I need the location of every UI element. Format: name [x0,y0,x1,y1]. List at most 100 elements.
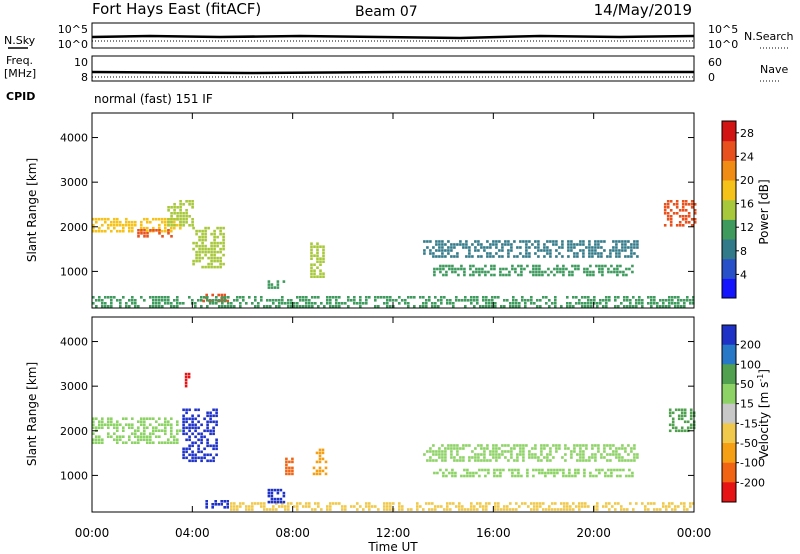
power-colorbar-swatch [722,278,736,299]
power-region-6 [267,280,286,289]
velocity-colorbar-tick-label: -50 [740,437,758,450]
velocity-colorbar-swatch [722,423,736,444]
power-y-tick-label: 3000 [60,176,88,189]
power-colorbar-frame [721,120,737,299]
velocity-region-8 [423,444,639,462]
power-y-tick-label: 2000 [60,221,88,234]
power-colorbar-tick-label: 8 [740,245,747,258]
power-region-9 [433,264,634,277]
velocity-colorbar-swatch [722,384,736,405]
x-tick-label: 20:00 [576,526,611,540]
velocity-colorbar-swatch [722,443,736,464]
power-colorbar-swatch [722,121,736,142]
freq-panel [91,55,695,82]
power-region-2 [167,200,194,227]
velocity-region-1 [182,408,218,463]
power-region-3 [192,226,225,269]
velocity-colorbar: 200 100 50 15 -15 -50 -100 -200 [721,324,765,503]
velocity-colorbar-label-sup: -1 [756,374,765,382]
freq-trace [91,70,694,75]
power-colorbar-swatch [722,160,736,181]
power-panel-frame [91,112,695,309]
power-colorbar-swatch [722,199,736,220]
velocity-colorbar-tick-label: -15 [740,417,758,430]
date-label: 14/May/2019 [594,1,692,19]
velocity-y-tick-label: 2000 [60,425,88,438]
velocity-region-7 [285,457,294,476]
velocity-colorbar-swatch [722,325,736,346]
power-colorbar-swatch [722,140,736,161]
power-region-1 [137,229,173,238]
power-colorbar-tick-label: 16 [740,198,754,211]
velocity-y-axis: 1000 2000 3000 4000 [60,336,694,482]
velocity-colorbar-label: Velocity [m s-1] [756,369,771,459]
power-region-7 [310,242,325,278]
velocity-region-5 [267,488,286,504]
power-colorbar-swatch [722,239,736,260]
velocity-colorbar-tick-label: -100 [740,457,765,470]
noise-right-tick-bottom: 10^0 [708,38,738,51]
freq-label-line2: [MHz] [4,67,36,80]
nsearch-label: N.Search [744,30,794,43]
velocity-colorbar-tick-label: 50 [740,378,754,391]
velocity-colorbar-tick-label: 100 [740,358,761,371]
noise-sky-trace [91,34,695,40]
power-colorbar-swatch [722,219,736,240]
x-tick-label: 00:00 [677,526,712,540]
velocity-region-6 [312,448,328,476]
x-axis-label: Time UT [367,540,418,554]
nsky-label: N.Sky [4,34,36,47]
velocity-colorbar-tick-label: 15 [740,398,754,411]
velocity-colorbar-label-end: ] [757,369,771,374]
nave-label: Nave [760,63,788,76]
x-tick-label: 12:00 [376,526,411,540]
cpid-text: normal (fast) 151 IF [94,92,213,106]
velocity-colorbar-swatch [722,364,736,385]
velocity-region-2 [205,500,229,509]
nave-right-tick-bottom: 0 [708,71,715,84]
freq-left-tick-bottom: 8 [81,71,88,84]
velocity-colorbar-frame [721,324,737,503]
velocity-y-tick-label: 1000 [60,469,88,482]
power-y-tick-label: 4000 [60,132,88,145]
station-title: Fort Hays East (fitACF) [92,0,261,18]
power-heatmap [92,200,697,308]
power-y-tick-label: 1000 [60,265,88,278]
power-y-axis-label: Slant Range [km] [25,158,39,262]
freq-left-tick-top: 10 [74,56,88,69]
power-y-axis: 1000 2000 3000 4000 [60,132,694,278]
power-region-10 [663,200,697,227]
power-colorbar-tick-label: 4 [740,268,747,281]
cpid-label: CPID [6,90,35,103]
velocity-region-0 [92,417,182,444]
freq-label-line1: Freq. [6,54,33,67]
x-tick-label: 16:00 [476,526,511,540]
velocity-colorbar-swatch [722,462,736,483]
velocity-region-4 [230,502,695,511]
power-colorbar-tick-label: 12 [740,221,754,234]
x-tick-label: 08:00 [275,526,310,540]
power-region-5 [92,296,695,308]
power-colorbar: 4 8 12 16 20 24 28 [721,120,754,299]
velocity-y-axis-label: Slant Range [km] [25,362,39,466]
power-region-8 [423,240,639,258]
velocity-region-3 [184,372,191,388]
x-tick-label: 04:00 [175,526,210,540]
velocity-colorbar-swatch [722,482,736,503]
velocity-colorbar-swatch [722,344,736,365]
noise-left-tick-top: 10^5 [58,23,88,36]
power-colorbar-swatch [722,180,736,201]
velocity-region-9 [433,468,634,478]
x-tick-label: 00:00 [75,526,110,540]
velocity-y-tick-label: 3000 [60,380,88,393]
velocity-y-tick-label: 4000 [60,336,88,349]
velocity-region-10 [668,408,696,433]
time-x-axis: 00:00 04:00 08:00 12:00 16:00 20:00 00:00 [75,113,712,540]
noise-right-tick-top: 10^5 [708,23,738,36]
power-colorbar-label: Power [dB] [757,179,771,244]
power-colorbar-swatch [722,258,736,279]
velocity-colorbar-label-main: Velocity [m s [757,382,771,459]
velocity-colorbar-swatch [722,403,736,424]
power-colorbar-tick-label: 24 [740,150,754,163]
